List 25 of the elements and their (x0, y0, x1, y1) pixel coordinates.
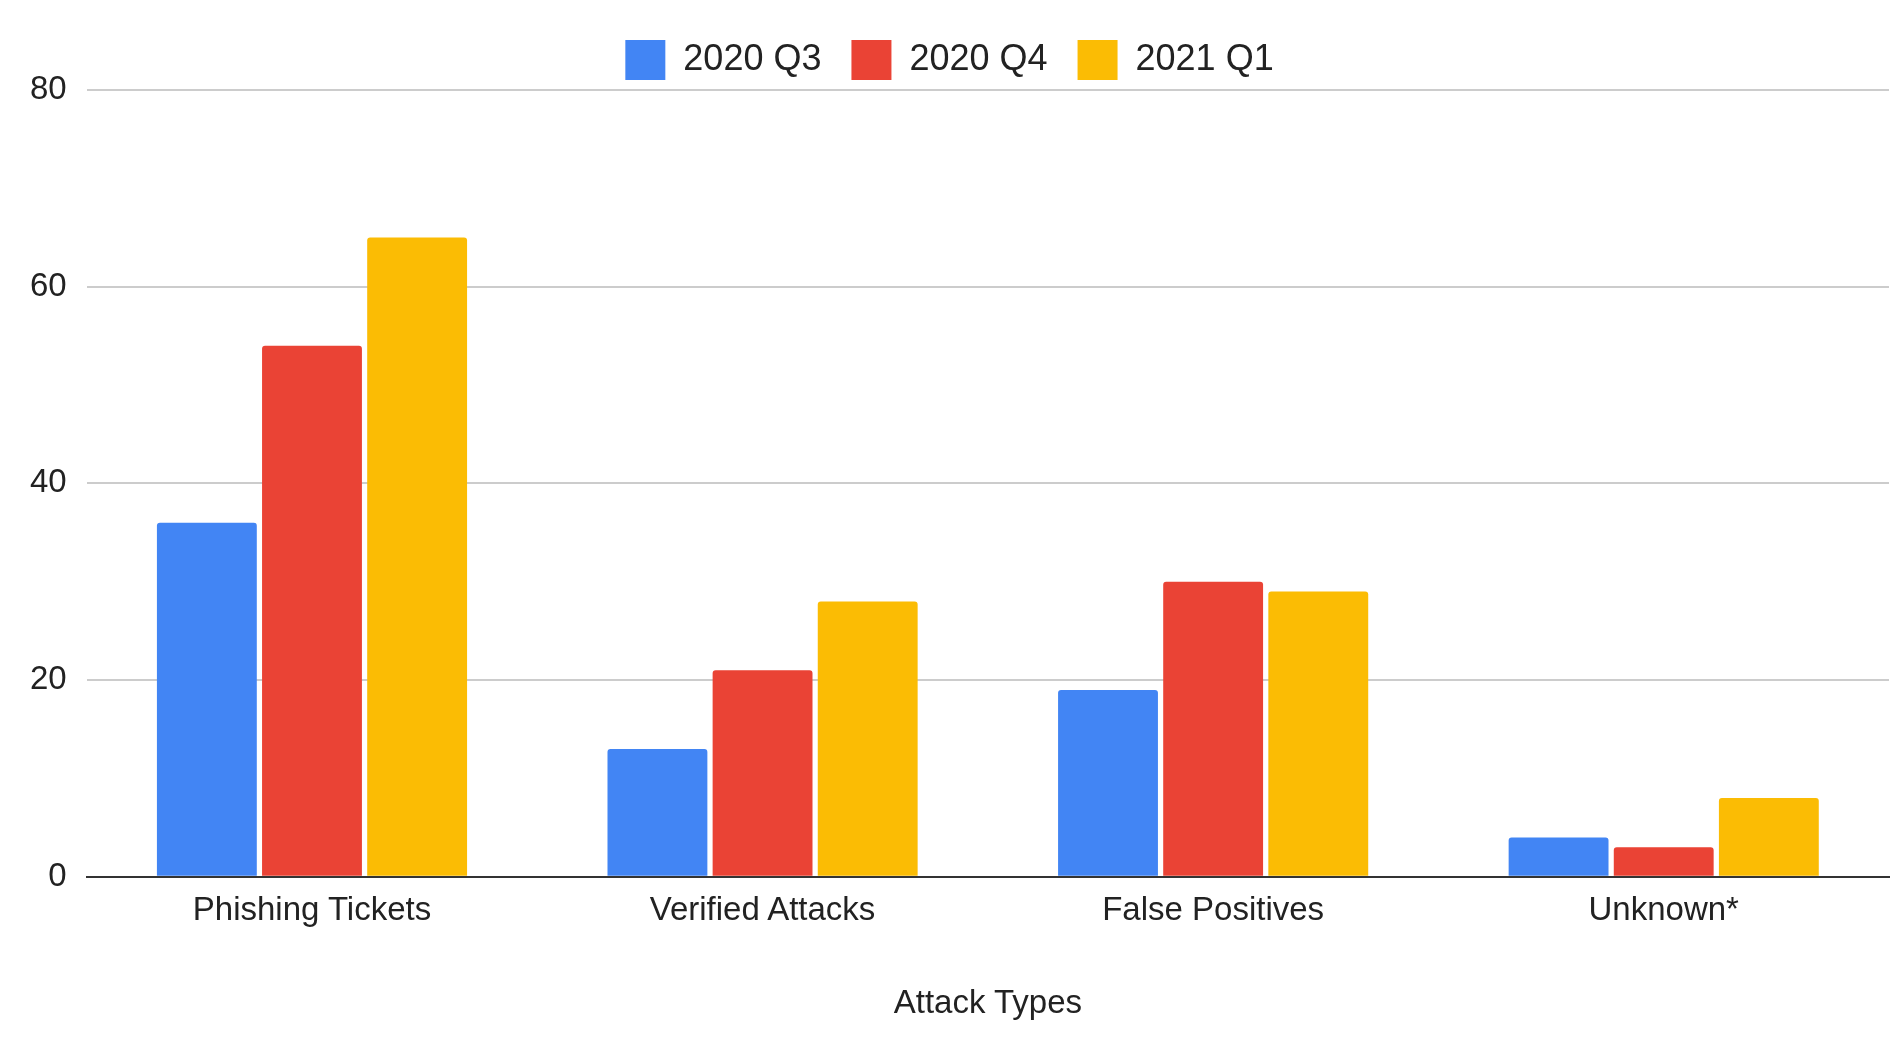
x-tick-label: False Positives (1102, 889, 1325, 927)
bar (712, 670, 813, 876)
legend-label: 2020 Q3 (683, 36, 822, 78)
bar (1163, 581, 1264, 876)
x-tick-label: Verified Attacks (649, 889, 876, 927)
bar (1718, 798, 1819, 876)
bar (262, 345, 362, 876)
y-tick-label: 40 (29, 462, 67, 500)
x-tick-label: Unknown* (1588, 889, 1740, 927)
bar (367, 237, 468, 876)
y-tick-label: 0 (48, 855, 67, 893)
legend-label: 2021 Q1 (1135, 36, 1274, 78)
bar (1508, 837, 1609, 876)
bar (1613, 847, 1714, 876)
bar (1268, 591, 1369, 876)
bar (817, 601, 918, 876)
y-tick-label: 80 (29, 69, 67, 107)
bar (607, 748, 708, 876)
y-tick-label: 20 (29, 659, 67, 697)
bar (156, 522, 257, 876)
bar (1058, 689, 1158, 876)
x-tick-label: Phishing Tickets (192, 889, 432, 927)
legend-label: 2020 Q4 (909, 36, 1048, 78)
x-axis-title: Attack Types (893, 983, 1083, 1021)
y-tick-label: 60 (29, 265, 67, 303)
